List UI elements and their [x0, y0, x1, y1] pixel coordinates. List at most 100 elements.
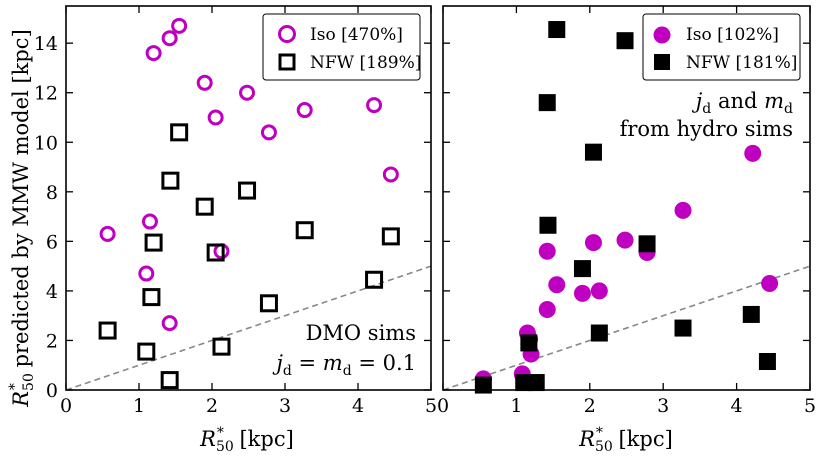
y-tick-label: 10: [34, 132, 58, 154]
right-x-tick-label: 4: [731, 395, 743, 417]
right-nfw-point: [539, 216, 557, 234]
right-annotation-line1: jd and md: [692, 89, 793, 117]
right-annotation-m: m: [764, 89, 784, 113]
left-legend-iso-label: Iso [470%]: [310, 25, 403, 45]
y-axis-title-sub: 50: [21, 373, 37, 391]
left-nfw-point: [212, 337, 231, 356]
left-iso-point: [138, 265, 155, 282]
right-nfw-point: [527, 374, 545, 392]
left-iso-point: [239, 84, 256, 101]
left-iso-point: [161, 30, 178, 47]
y-tick-label: 0: [46, 380, 58, 402]
right-legend-iso-marker: [653, 26, 671, 44]
right-x-tick-label: 0: [437, 395, 449, 417]
right-nfw-point: [474, 376, 492, 394]
left-iso-point: [161, 315, 178, 332]
right-iso-point: [590, 282, 608, 300]
right-iso-point: [616, 231, 634, 249]
left-legend-nfw-marker: [278, 53, 296, 71]
right-annotation-j: j: [692, 89, 703, 113]
right-nfw-point: [638, 235, 656, 253]
left-iso-point: [171, 17, 188, 34]
left-x-tick-label: 2: [206, 395, 218, 417]
left-iso-point: [145, 45, 162, 62]
left-iso-point: [366, 97, 383, 114]
left-annotation-equation: jd = md = 0.1: [272, 351, 416, 379]
left-x-tick-label: 3: [279, 395, 291, 417]
right-iso-point: [584, 234, 602, 252]
left-annotation-title: DMO sims: [306, 321, 416, 345]
left-annotation-m-sub: d: [343, 363, 352, 379]
right-iso-point: [548, 276, 566, 294]
y-axis-title-main: R: [9, 391, 33, 408]
right-x-title-main: R: [578, 427, 595, 451]
y-tick-label: 6: [46, 231, 58, 253]
right-x-tick-label: 5: [804, 395, 816, 417]
right-x-tick-label: 2: [584, 395, 596, 417]
left-nfw-point: [195, 197, 214, 216]
left-iso-point: [382, 166, 399, 183]
right-x-title-sub: 50: [595, 439, 613, 455]
right-legend: Iso [102%] NFW [181%]: [642, 13, 801, 81]
right-x-axis-title: R50* [kpc]: [578, 425, 673, 455]
left-nfw-point: [259, 294, 278, 313]
right-nfw-point: [548, 21, 566, 39]
left-nfw-point: [137, 342, 156, 361]
left-iso-point: [207, 109, 224, 126]
right-iso-point: [761, 274, 779, 292]
y-axis-title-sup: *: [7, 383, 23, 390]
right-nfw-point: [538, 94, 556, 112]
left-iso-point: [296, 102, 313, 119]
left-nfw-point: [206, 243, 225, 262]
right-nfw-point: [616, 32, 634, 50]
right-nfw-point: [758, 353, 776, 371]
left-x-title-main: R: [199, 427, 216, 451]
left-nfw-point: [142, 288, 161, 307]
left-x-tick-label: 0: [60, 395, 72, 417]
right-nfw-point: [520, 334, 538, 352]
left-x-tick-label: 1: [133, 395, 145, 417]
left-nfw-point: [365, 270, 384, 289]
y-tick-label: 12: [34, 83, 58, 105]
left-nfw-point: [98, 321, 117, 340]
right-iso-point: [538, 300, 556, 318]
left-iso-point: [141, 213, 158, 230]
left-annotation-eq1: =: [292, 351, 323, 375]
right-legend-box: [642, 13, 801, 81]
left-nfw-point: [160, 371, 179, 390]
left-iso-point: [213, 243, 230, 260]
right-x-title-sup: *: [596, 425, 603, 441]
left-nfw-point: [381, 227, 400, 246]
right-iso-point: [538, 242, 556, 260]
left-x-title-sub: 50: [216, 439, 234, 455]
y-tick-label: 4: [46, 281, 58, 303]
right-iso-point: [674, 201, 692, 219]
left-x-axis-title: R50* [kpc]: [199, 425, 294, 455]
right-nfw-point: [573, 260, 591, 278]
right-iso-point: [573, 284, 591, 302]
left-plot-frame: [65, 5, 432, 391]
left-annotation-eq2: = 0.1: [352, 351, 416, 375]
left-annotation-j-sub: d: [283, 363, 292, 379]
left-x-title-rest: [kpc]: [233, 427, 294, 451]
right-nfw-point: [584, 143, 602, 161]
right-legend-nfw-label: NFW [181%]: [686, 53, 797, 73]
left-legend: Iso [470%] NFW [189%]: [262, 13, 421, 81]
right-nfw-point: [674, 319, 692, 337]
y-tick-label: 2: [46, 330, 58, 352]
right-x-tick-label: 1: [510, 395, 522, 417]
left-annotation-j: j: [272, 351, 283, 375]
left-legend-nfw-label: NFW [189%]: [310, 53, 421, 73]
left-nfw-point: [144, 233, 163, 252]
right-plot-frame: [442, 5, 811, 391]
right-iso-point: [744, 144, 762, 162]
y-tick-label: 14: [34, 33, 58, 55]
left-legend-iso-marker: [278, 25, 296, 43]
left-legend-box: [262, 13, 421, 81]
right-annotation-m-sub: d: [784, 101, 793, 117]
right-reference-line: [442, 265, 811, 391]
